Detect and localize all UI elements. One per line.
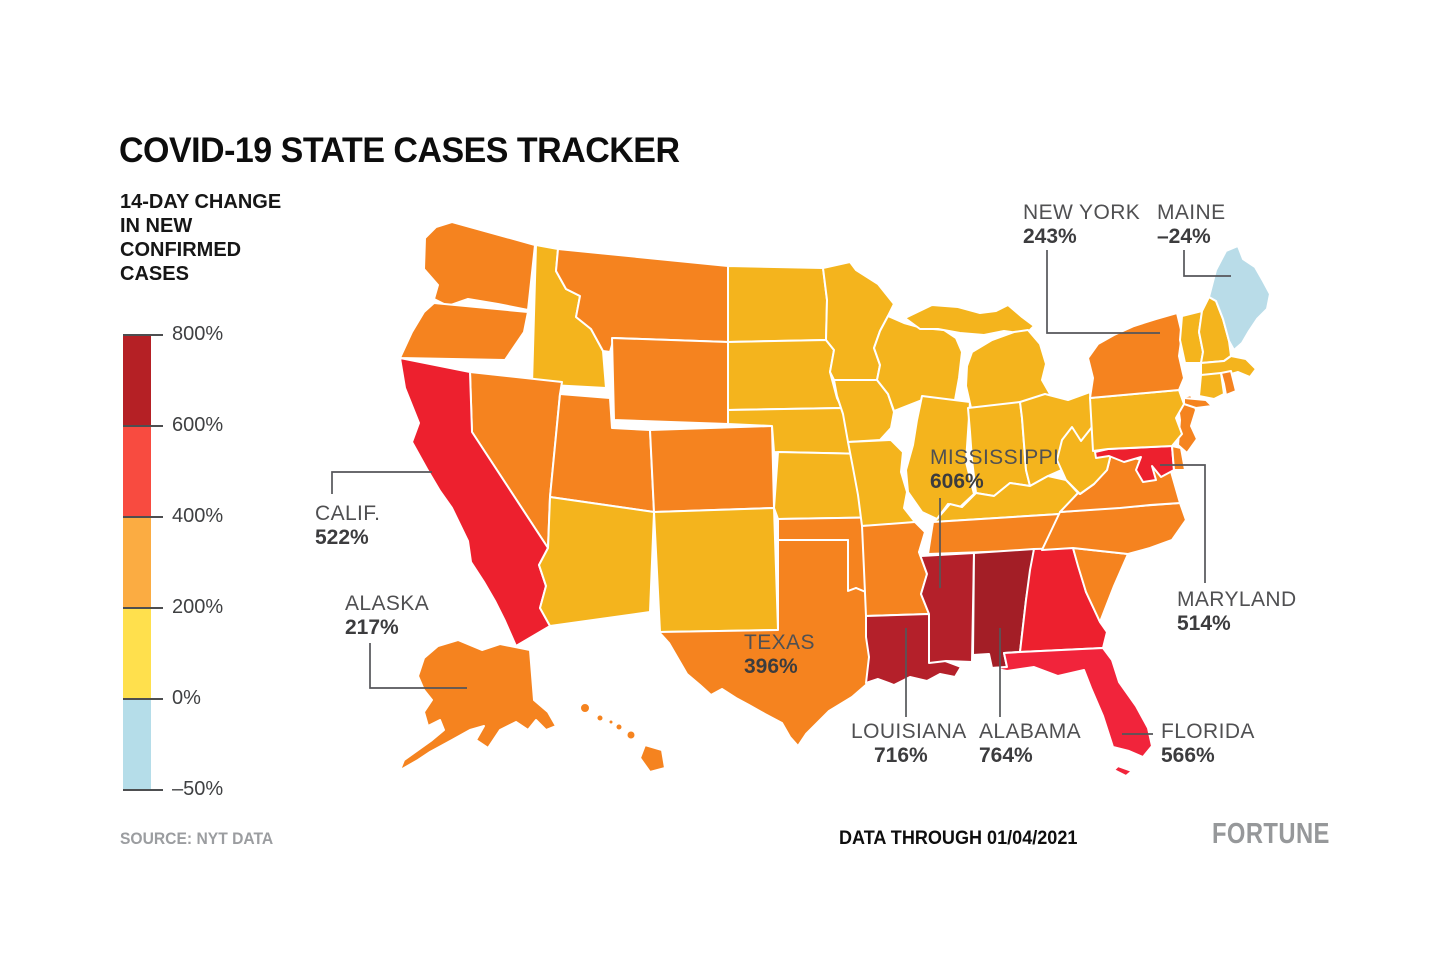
- legend-band-0-200: [123, 608, 151, 699]
- state-connecticut: [1198, 372, 1225, 400]
- callout-state-value: 764%: [979, 744, 1033, 767]
- legend-tick-label: 0%: [172, 687, 201, 709]
- state-missouri: [847, 439, 916, 527]
- state-florida-keys: [1113, 765, 1133, 777]
- callout-state-value: 522%: [315, 526, 369, 549]
- legend-tick: [123, 789, 163, 791]
- leader-line-maine: [1183, 250, 1231, 277]
- source-credit: SOURCE: NYT DATA: [120, 829, 274, 848]
- legend-tick-label: 200%: [172, 596, 224, 618]
- callout-state-name: FLORIDA: [1161, 720, 1255, 743]
- leader-lines-layer: [331, 250, 1231, 735]
- legend-band-200-400: [123, 517, 151, 608]
- leader-line-maryland: [1160, 464, 1206, 583]
- legend-band-400-600: [123, 426, 151, 517]
- callout-state-value: 396%: [744, 655, 798, 678]
- state-new-york: [1087, 312, 1185, 399]
- callout-louisiana: LOUISIANA 716%: [851, 720, 967, 768]
- legend-title-line: CONFIRMED: [120, 239, 242, 261]
- legend-title-line: CASES: [120, 263, 189, 285]
- legend-title-line: IN NEW: [120, 215, 193, 237]
- callout-state-value: 716%: [874, 744, 928, 767]
- callout-state-name: NEW YORK: [1023, 201, 1141, 224]
- state-wyoming: [611, 337, 729, 425]
- legend-tick-label: 600%: [172, 414, 224, 436]
- legend-tick: [123, 334, 163, 336]
- legend-tick: [123, 516, 163, 518]
- callout-california: CALIF. 522%: [315, 502, 380, 550]
- legend-tick: [123, 425, 163, 427]
- callout-state-name: MAINE: [1157, 201, 1226, 224]
- callout-state-value: –24%: [1157, 225, 1211, 248]
- callout-state-value: 243%: [1023, 225, 1077, 248]
- legend-tick-label: 800%: [172, 323, 224, 345]
- callout-state-name: CALIF.: [315, 502, 381, 525]
- callout-alabama: ALABAMA 764%: [979, 720, 1081, 768]
- page-title: COVID-19 STATE CASES TRACKER: [119, 131, 680, 170]
- state-oregon: [399, 302, 529, 361]
- data-through-note: DATA THROUGH 01/04/2021: [839, 828, 1078, 849]
- callout-state-value: 217%: [345, 616, 399, 639]
- legend-title: 14-DAY CHANGE IN NEW CONFIRMED CASES: [120, 190, 281, 286]
- callout-state-value: 606%: [930, 470, 984, 493]
- callout-state-name: TEXAS: [744, 631, 815, 654]
- legend-tick: [123, 698, 163, 700]
- legend-band-600-800: [123, 335, 151, 426]
- callout-alaska: ALASKA 217%: [345, 592, 429, 640]
- legend-title-line: 14-DAY CHANGE: [120, 191, 282, 213]
- state-south-dakota: [727, 339, 843, 411]
- state-north-carolina: [1041, 502, 1187, 555]
- state-pennsylvania: [1089, 389, 1185, 452]
- state-alaska: [399, 639, 557, 771]
- state-rhode-island: [1220, 370, 1237, 396]
- callout-mississippi: MISSISSIPPI 606%: [930, 446, 1059, 494]
- callout-maryland: MARYLAND 514%: [1177, 588, 1297, 636]
- leader-line-alaska: [369, 643, 467, 689]
- state-hawaii: [579, 702, 666, 773]
- state-maine: [1208, 245, 1271, 351]
- callout-maine: MAINE –24%: [1157, 201, 1226, 249]
- callout-state-name: LOUISIANA: [851, 720, 967, 743]
- callout-texas: TEXAS 396%: [744, 631, 815, 679]
- legend-band-neg50-0: [123, 699, 151, 790]
- legend-tick-label: 400%: [172, 505, 224, 527]
- callout-state-name: ALABAMA: [979, 720, 1082, 743]
- state-arkansas: [861, 521, 930, 617]
- callout-florida: FLORIDA 566%: [1161, 720, 1255, 768]
- callout-state-name: ALASKA: [345, 592, 430, 615]
- state-delaware: [1171, 445, 1186, 471]
- state-new-york-long-island: [1183, 397, 1213, 409]
- leader-line-california: [331, 471, 432, 494]
- state-north-dakota: [727, 265, 828, 343]
- legend-tick: [123, 607, 163, 609]
- callout-state-value: 514%: [1177, 612, 1231, 635]
- callout-new-york: NEW YORK 243%: [1023, 201, 1140, 249]
- callout-state-name: MISSISSIPPI: [930, 446, 1060, 469]
- states-layer: [399, 221, 1271, 777]
- state-michigan-upper-peninsula: [904, 304, 1035, 336]
- legend-color-scale: [123, 335, 151, 790]
- legend-tick-label: –50%: [172, 778, 224, 800]
- state-colorado: [649, 425, 775, 513]
- leader-line-new-york: [1046, 250, 1160, 334]
- callout-state-name: MARYLAND: [1177, 588, 1297, 611]
- state-florida: [991, 647, 1153, 758]
- state-washington: [423, 221, 536, 311]
- state-arizona: [538, 496, 655, 627]
- fortune-logo: FORTUNE: [1212, 818, 1330, 850]
- state-new-mexico: [653, 507, 779, 633]
- callout-state-value: 566%: [1161, 744, 1215, 767]
